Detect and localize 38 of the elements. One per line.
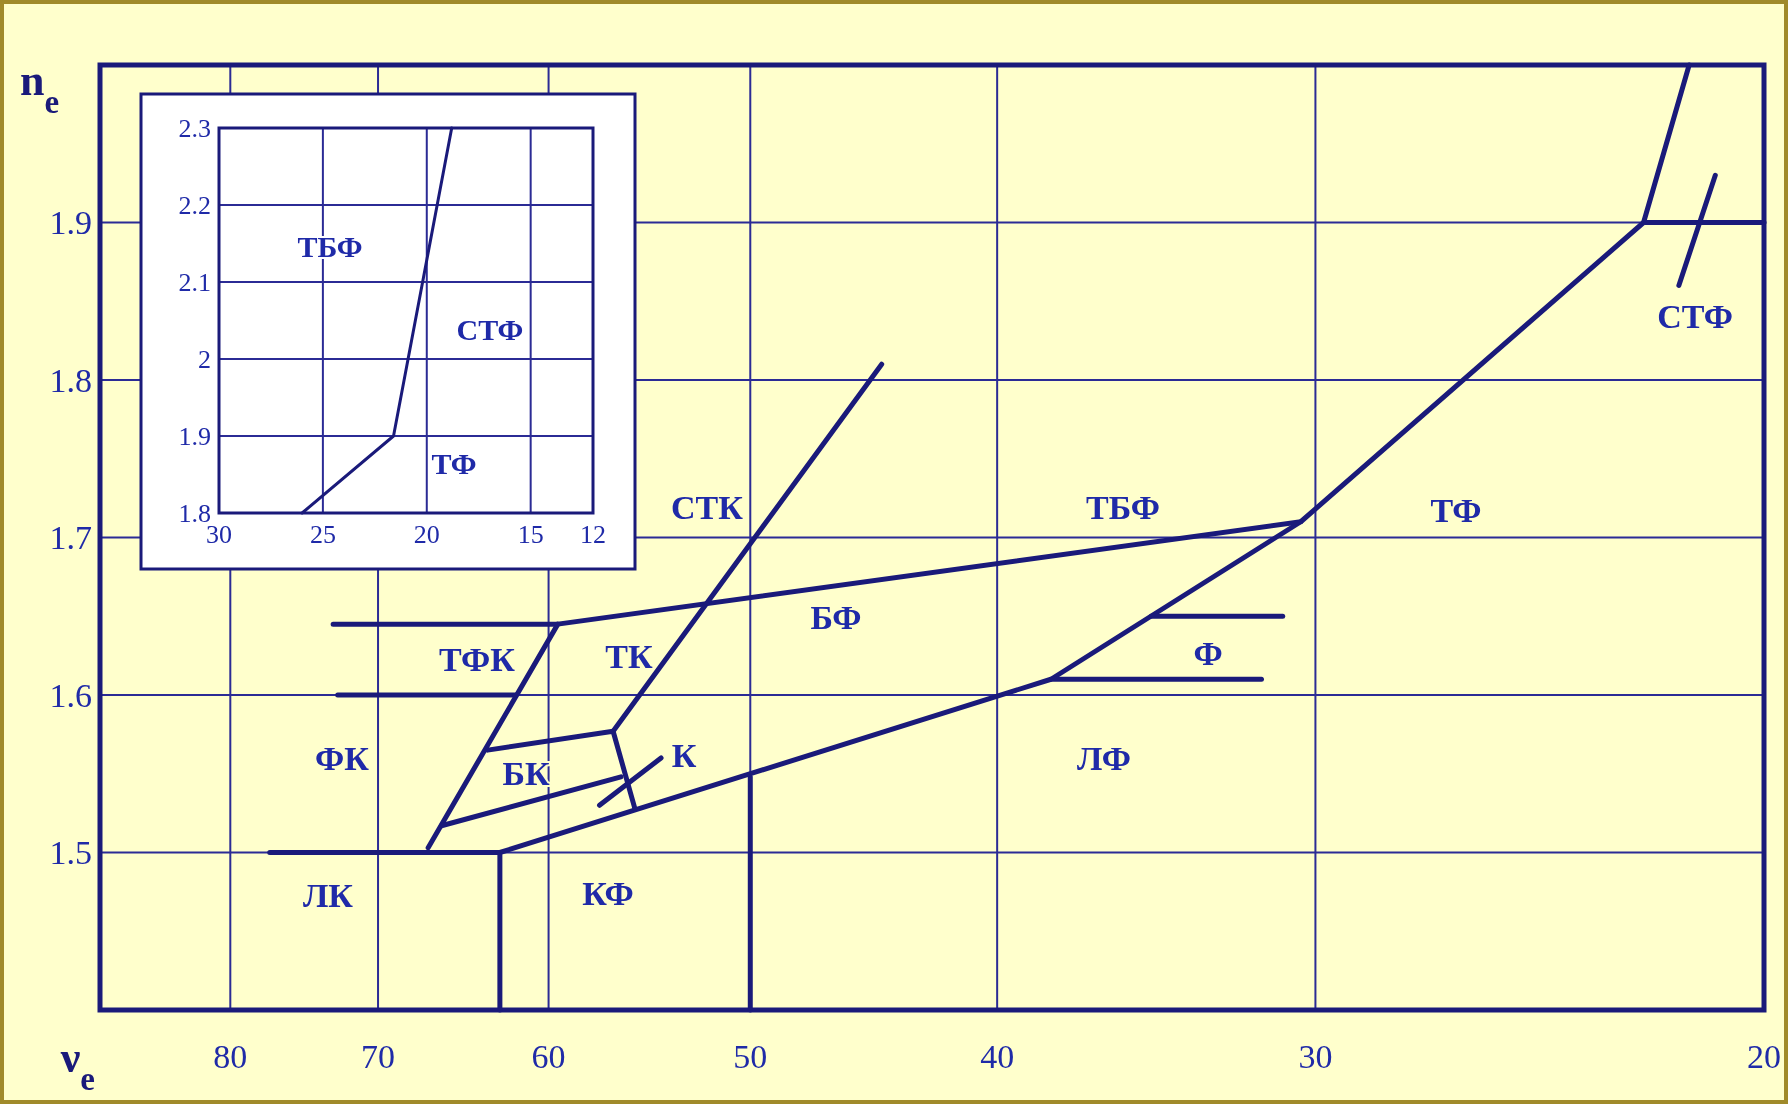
x-tick-label: 70 <box>361 1038 396 1075</box>
y-tick-label: 2.2 <box>178 191 211 221</box>
annotation: СТФ <box>1657 297 1733 335</box>
x-tick-label: 20 <box>413 520 440 549</box>
y-tick-label: 2 <box>198 345 211 375</box>
x-tick-label: 30 <box>1298 1038 1333 1075</box>
y-tick-label: 2.1 <box>178 268 211 298</box>
x-tick-label: 60 <box>531 1038 566 1075</box>
x-tick-label: 80 <box>213 1038 248 1075</box>
annotation: ЛК <box>303 876 354 914</box>
x-tick-label: 25 <box>309 520 336 549</box>
y-tick-label: 2.3 <box>178 114 211 144</box>
annotation: СТФ <box>456 313 524 347</box>
x-tick-label: 20 <box>1747 1038 1781 1075</box>
y-tick-label: 1.6 <box>49 676 92 714</box>
y-tick-label: 1.8 <box>49 361 92 399</box>
annotation: СТК <box>671 488 744 526</box>
x-tick-label: 15 <box>517 520 544 549</box>
y-axis-title: n$_{e}$ <box>20 56 60 120</box>
x-tick-label: 40 <box>980 1038 1015 1075</box>
x-axis-title: ν$_{e}$ <box>59 1033 95 1097</box>
x-tick-label: 50 <box>733 1038 768 1075</box>
annotation: ТФ <box>431 447 477 481</box>
annotation: ТБФ <box>1086 488 1160 526</box>
annotation: БФ <box>810 598 862 636</box>
annotation: К <box>671 736 697 774</box>
annotation: КФ <box>582 874 634 912</box>
annotation: ТФК <box>439 640 516 678</box>
y-tick-label: 1.9 <box>178 422 211 452</box>
annotation: ФК <box>315 739 370 777</box>
annotation: Ф <box>1193 634 1223 672</box>
y-tick-label: 1.9 <box>49 204 92 242</box>
annotation: ЛФ <box>1076 739 1132 777</box>
y-tick-label: 1.7 <box>49 519 92 557</box>
annotation: ТК <box>605 637 654 675</box>
y-tick-label: 1.5 <box>49 834 92 872</box>
annotation: ТФ <box>1430 491 1482 529</box>
x-tick-label: 12 <box>580 520 606 549</box>
